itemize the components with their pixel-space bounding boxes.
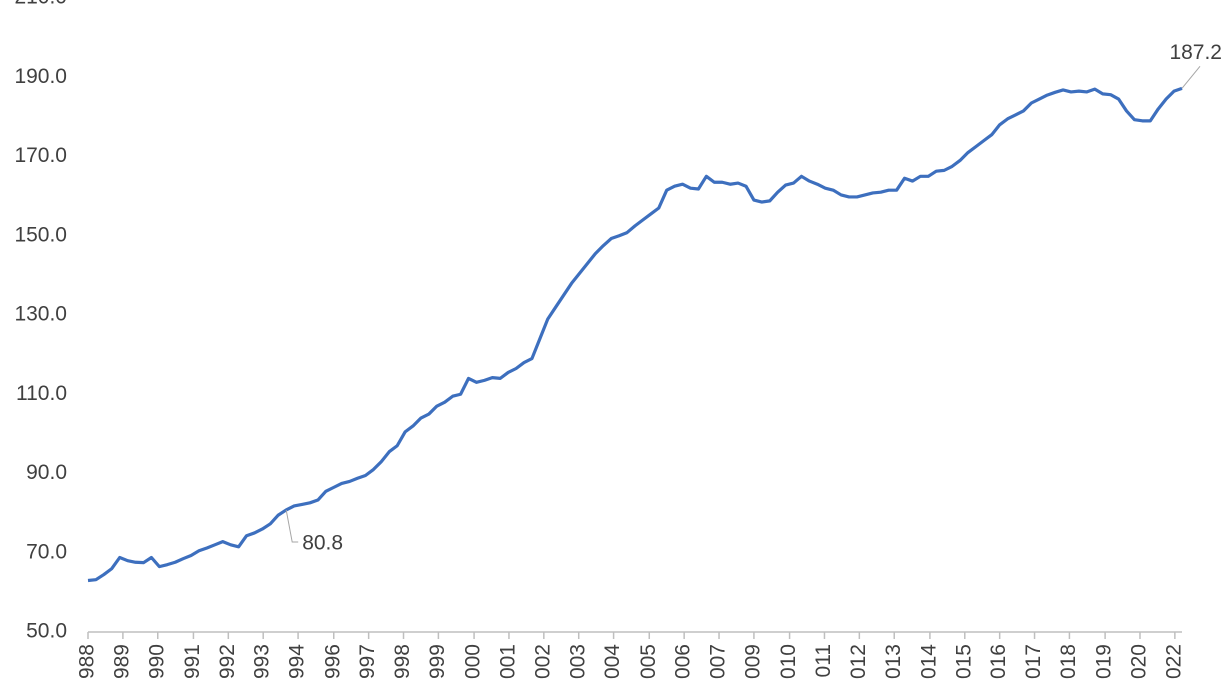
- leader-line: [1181, 66, 1201, 89]
- y-tick-label: 90.0: [26, 461, 67, 484]
- y-tick-label: 50.0: [26, 620, 67, 643]
- y-tick-label: 150.0: [14, 223, 67, 246]
- x-tick-label: 993: [251, 644, 274, 679]
- x-tick-label: 005: [637, 644, 660, 679]
- x-tick-label: 017: [1022, 644, 1045, 679]
- data-label: 187.2: [1169, 41, 1222, 64]
- x-tick-label: 002: [531, 644, 554, 679]
- x-tick-label: 990: [145, 644, 168, 679]
- x-tick-label: 016: [987, 644, 1010, 679]
- y-tick-label: 110.0: [16, 382, 67, 405]
- x-tick-label: 997: [356, 644, 379, 679]
- x-tick-label: 012: [847, 644, 870, 679]
- line: [87, 86, 1183, 583]
- x-tick-label: 020: [1128, 644, 1151, 679]
- x-tick-label: 007: [707, 644, 730, 679]
- x-tick-label: 003: [566, 644, 589, 679]
- x-tick-label: 994: [286, 644, 309, 679]
- y-tick-label: 210.0: [14, 0, 67, 9]
- x-tick-label: 009: [741, 644, 764, 679]
- x-tick-label: 010: [777, 644, 800, 679]
- x-tick-label: 019: [1093, 644, 1116, 679]
- x-tick-label: 992: [216, 644, 239, 679]
- y-tick-label: 130.0: [14, 303, 67, 326]
- x-tick-label: 006: [672, 644, 695, 679]
- x-tick-label: 022: [1162, 644, 1185, 679]
- x-tick-label: 996: [321, 644, 344, 679]
- data-label: 80.8: [302, 532, 343, 555]
- x-tick-label: 004: [601, 644, 624, 679]
- x-tick-label: 014: [917, 644, 940, 679]
- y-tick-label: 70.0: [26, 540, 67, 563]
- y-tick-label: 170.0: [14, 144, 67, 167]
- x-tick-label: 015: [952, 644, 975, 679]
- x-tick-label: 989: [110, 644, 133, 679]
- leader-line: [285, 509, 299, 543]
- y-tick-label: 190.0: [14, 65, 67, 88]
- x-tick-label: 000: [462, 644, 485, 679]
- x-tick-label: 998: [391, 644, 414, 679]
- x-tick-label: 001: [496, 644, 519, 679]
- x-tick-label: 013: [882, 644, 905, 679]
- x-tick-label: 018: [1057, 644, 1080, 679]
- x-tick-label: 011: [812, 644, 835, 677]
- x-tick-label: 991: [181, 644, 204, 679]
- x-tick-label: 999: [426, 644, 449, 679]
- x-tick-label: 988: [76, 644, 99, 679]
